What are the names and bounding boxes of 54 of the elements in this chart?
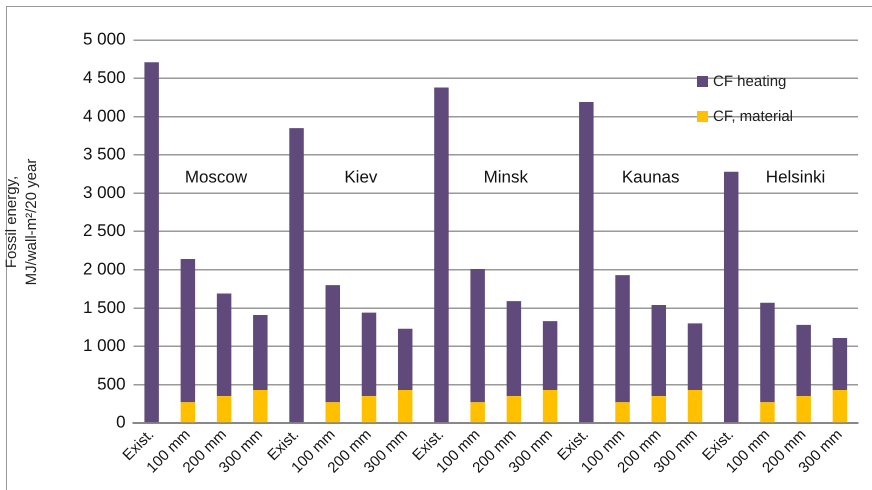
annotation: Minsk	[484, 168, 528, 187]
bar	[398, 390, 412, 422]
bar	[688, 390, 702, 422]
bar	[832, 338, 848, 390]
y-tick-label: 1 500	[82, 298, 126, 317]
bar	[724, 172, 738, 422]
bar	[688, 323, 702, 390]
bar	[180, 402, 196, 422]
bar	[216, 294, 232, 396]
legend-label: CF, material	[713, 108, 794, 125]
bar	[398, 328, 412, 390]
y-tick-label: 1 000	[82, 336, 126, 356]
bar	[832, 390, 848, 422]
bar	[506, 301, 522, 396]
y-tick-label: 4 500	[82, 68, 126, 87]
bar	[615, 402, 630, 422]
bar	[470, 269, 485, 402]
bar	[253, 314, 268, 390]
bar	[434, 87, 449, 422]
annotation: Moscow	[184, 168, 248, 187]
legend-label: CF heating	[713, 73, 786, 90]
annotation: Helsinki	[766, 168, 826, 187]
bar	[180, 259, 196, 402]
bar	[470, 402, 485, 422]
bar	[326, 402, 340, 422]
bar	[652, 305, 666, 396]
y-tick-label: 3 000	[82, 182, 126, 202]
bar	[542, 321, 558, 390]
bar	[326, 285, 340, 402]
bar	[362, 312, 376, 396]
bar	[760, 302, 775, 402]
bar	[796, 324, 811, 396]
y-tick-label: 500	[97, 374, 126, 394]
y-tick-label: 3 500	[82, 144, 126, 164]
y-tick-label: 5 000	[82, 30, 126, 49]
bar	[289, 128, 304, 422]
bar	[796, 396, 811, 422]
y-axis-title: Fossil energy, MJ/wall-m²/20 year	[3, 158, 40, 286]
bar	[542, 390, 558, 422]
y-tick-label: 4 000	[82, 106, 126, 126]
annotation: Kiev	[344, 168, 378, 187]
y-tick-label: 2 500	[82, 221, 126, 240]
bar	[579, 102, 594, 422]
y-tick-label: 0	[116, 412, 126, 432]
bar	[652, 396, 666, 422]
bar	[362, 396, 376, 422]
bar	[253, 390, 268, 422]
annotation: Kaunas	[622, 168, 680, 187]
bar	[506, 396, 522, 422]
bar	[615, 275, 630, 402]
y-tick-label: 2 000	[82, 259, 126, 278]
bar	[760, 402, 775, 422]
bar	[144, 62, 159, 422]
bar	[216, 396, 232, 422]
